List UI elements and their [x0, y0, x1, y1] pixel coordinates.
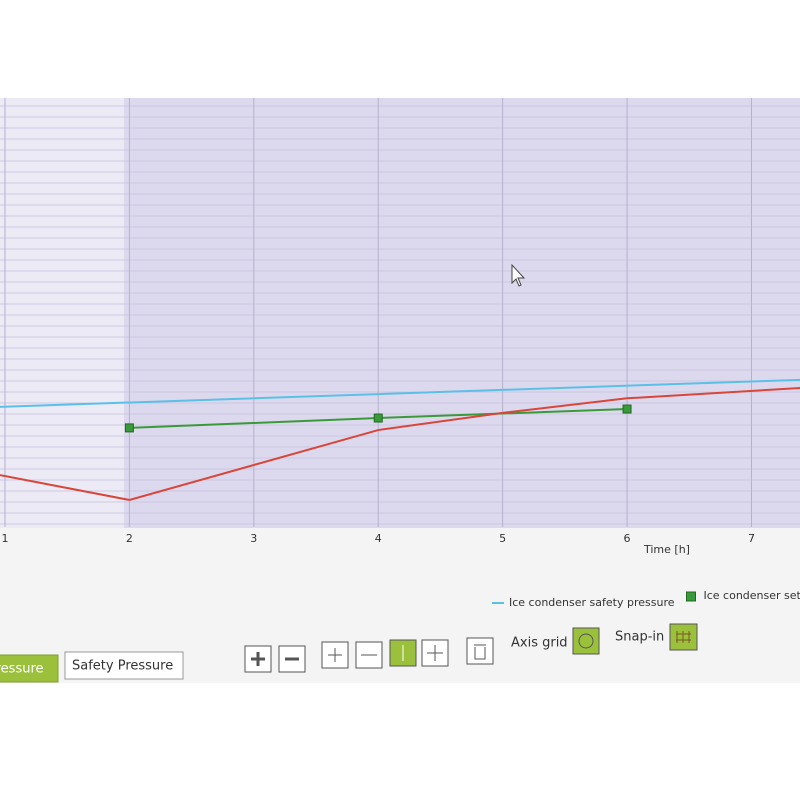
x-tick-label: 5 — [499, 532, 506, 545]
series-line — [0, 387, 800, 501]
marks — [0, 378, 800, 501]
tab-label[interactable]: Pressure — [0, 662, 44, 677]
grid: 1 2 3 4 5 6 7 — [0, 98, 800, 545]
point — [622, 404, 632, 414]
series-line — [0, 378, 800, 408]
legend-label: Ice condenser set — [704, 589, 800, 602]
mouse-cursor — [511, 263, 526, 287]
point — [124, 423, 134, 433]
tab-active[interactable] — [0, 654, 59, 683]
x-tick-label: 4 — [375, 532, 382, 545]
x-tick-label: 3 — [250, 532, 257, 545]
x-tick-label: 7 — [748, 532, 755, 545]
legend-swatch — [686, 591, 696, 602]
tab[interactable] — [64, 651, 184, 680]
icon — [251, 652, 265, 666]
x-tick-label: 1 — [1, 532, 8, 545]
icon — [578, 633, 594, 649]
plot-area-light — [0, 98, 124, 528]
zoom-fit-button[interactable] — [421, 639, 449, 667]
toolbar — [244, 623, 698, 673]
toolbar-label: Axis grid — [511, 636, 568, 651]
x-tick-label: 2 — [126, 532, 133, 545]
icon — [474, 644, 486, 660]
legend-label: Ice condenser safety pressure — [509, 596, 675, 609]
plot-area — [0, 98, 800, 528]
axis-grid-toggle[interactable] — [572, 627, 600, 655]
tab-label[interactable]: Safety Pressure — [72, 659, 173, 674]
point — [373, 413, 383, 423]
icon — [328, 648, 342, 662]
icon — [676, 631, 691, 643]
icon — [427, 645, 443, 661]
x-tick-label: 6 — [624, 532, 631, 545]
legend: Ice condenser safety pressure Ice condens… — [492, 589, 800, 609]
x-axis-label: Time [h] — [643, 543, 690, 556]
toolbar-label: Snap-in — [615, 630, 664, 645]
